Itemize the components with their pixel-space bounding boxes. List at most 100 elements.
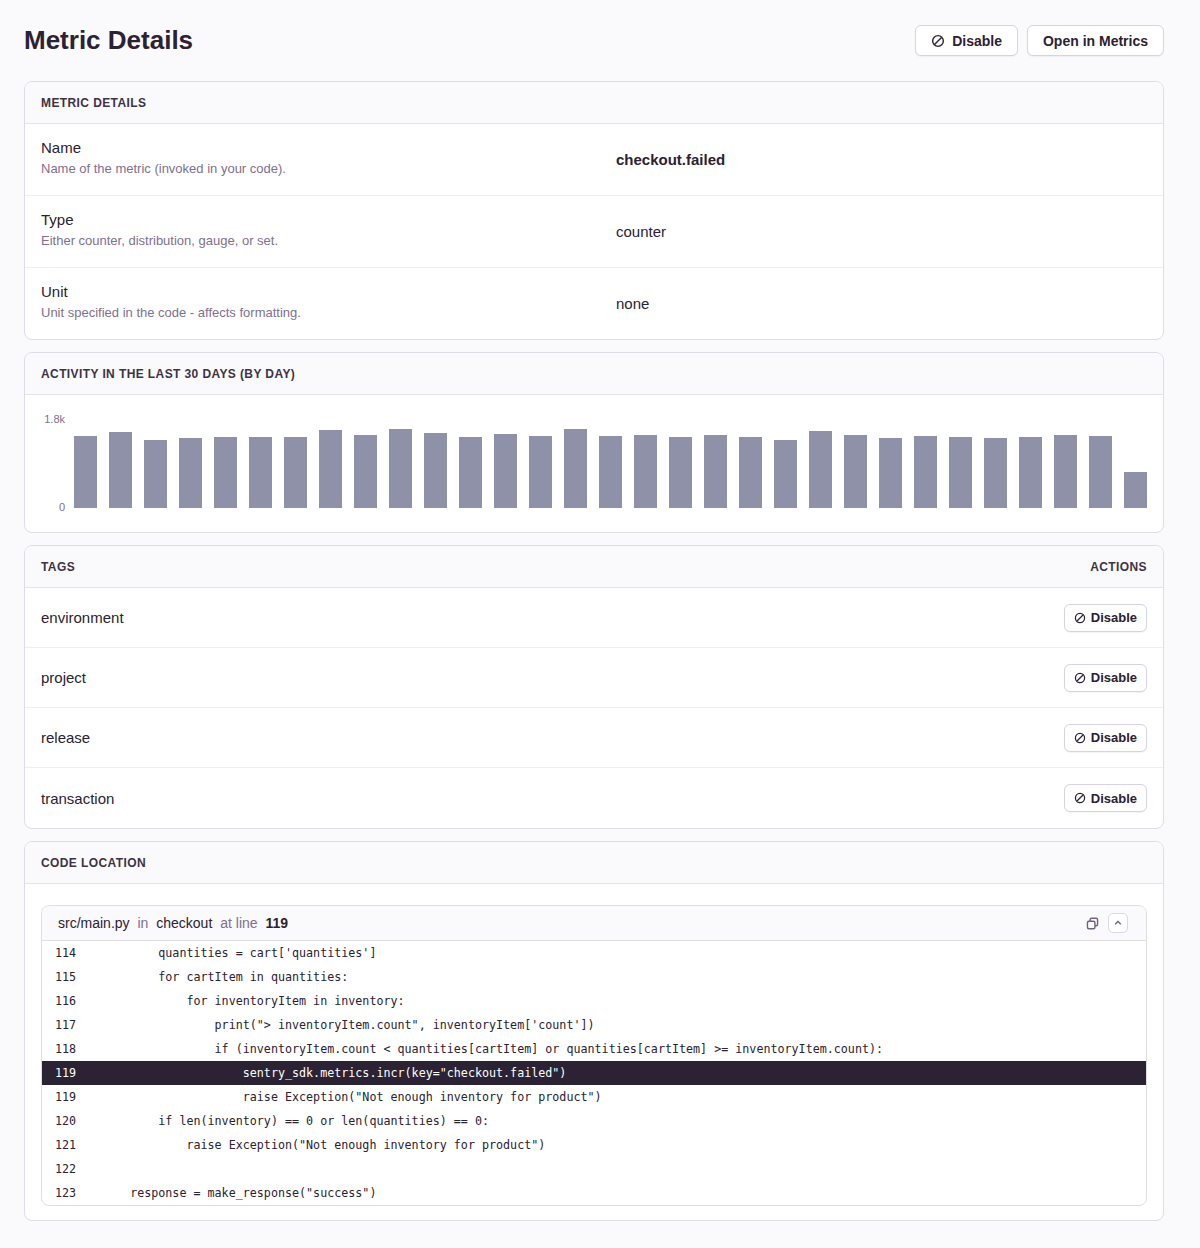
activity-panel: ACTIVITY IN THE LAST 30 DAYS (BY DAY) 1.… — [24, 352, 1164, 533]
tag-name: project — [41, 669, 86, 686]
ban-icon — [1074, 792, 1086, 804]
line-number: 117 — [42, 1013, 102, 1037]
metric-details-rows: Name Name of the metric (invoked in your … — [25, 124, 1163, 339]
code-line: 116 for inventoryItem in inventory: — [42, 989, 1146, 1013]
metric-details-page: Metric Details Disable Open in Metrics M… — [0, 0, 1200, 1221]
line-number: 114 — [42, 941, 102, 965]
code-location-panel-header: CODE LOCATION — [25, 842, 1163, 884]
open-in-metrics-label: Open in Metrics — [1043, 33, 1148, 49]
ban-icon — [1074, 732, 1086, 744]
code-file-path: src/main.py — [58, 915, 130, 931]
detail-label: Name — [41, 139, 594, 156]
collapse-button[interactable] — [1108, 913, 1128, 933]
code-actions — [1085, 913, 1128, 933]
disable-button[interactable]: Disable — [915, 25, 1018, 56]
page-title: Metric Details — [24, 25, 193, 56]
detail-label: Type — [41, 211, 594, 228]
tags-panel: TAGS ACTIONS environmentDisable project Di… — [24, 545, 1164, 829]
code-text: raise Exception("Not enough inventory fo… — [102, 1138, 545, 1152]
detail-row-name: Name Name of the metric (invoked in your … — [25, 124, 1163, 196]
metric-details-panel-title: METRIC DETAILS — [41, 96, 146, 110]
metric-details-panel-header: METRIC DETAILS — [25, 82, 1163, 124]
chart-bar — [109, 432, 132, 508]
code-text: sentry_sdk.metrics.incr(key="checkout.fa… — [102, 1066, 566, 1080]
detail-value: counter — [594, 211, 1147, 252]
line-number: 120 — [42, 1109, 102, 1133]
chart-bar — [704, 435, 727, 508]
header-actions: Disable Open in Metrics — [915, 25, 1164, 56]
detail-label-group: Name Name of the metric (invoked in your … — [41, 139, 594, 180]
line-number: 119 — [42, 1061, 102, 1085]
code-location-body: src/main.py in checkout at line 119 — [25, 884, 1163, 1220]
chart-bar — [879, 438, 902, 508]
code-location-title: src/main.py in checkout at line 119 — [58, 915, 292, 931]
activity-panel-title: ACTIVITY IN THE LAST 30 DAYS (BY DAY) — [41, 367, 295, 381]
chart-bar — [389, 429, 412, 508]
code-line: 117 print("> inventoryItem.count", inven… — [42, 1013, 1146, 1037]
tag-disable-button[interactable]: Disable — [1064, 664, 1147, 692]
line-number: 122 — [42, 1157, 102, 1181]
chart-bar — [599, 436, 622, 508]
chart-bar — [354, 435, 377, 508]
code-location-panel-title: CODE LOCATION — [41, 856, 146, 870]
detail-value: checkout.failed — [594, 139, 1147, 180]
tag-disable-button[interactable]: Disable — [1064, 724, 1147, 752]
chart-bar — [809, 431, 832, 508]
chart-bar — [1089, 436, 1112, 508]
line-number: 123 — [42, 1181, 102, 1205]
chart-bar — [739, 437, 762, 508]
code-location-panel: CODE LOCATION src/main.py in checkout at… — [24, 841, 1164, 1221]
tag-row-project: project Disable — [25, 648, 1163, 708]
code-line: 115 for cartItem in quantities: — [42, 965, 1146, 989]
tag-disable-button-label: Disable — [1091, 670, 1137, 685]
tag-row-transaction: transaction Disable — [25, 768, 1163, 828]
chevron-up-icon — [1113, 918, 1123, 928]
chart-bar — [914, 436, 937, 508]
activity-panel-header: ACTIVITY IN THE LAST 30 DAYS (BY DAY) — [25, 353, 1163, 395]
code-lines: 114 quantities = cart['quantities']115 f… — [42, 941, 1146, 1205]
line-number: 121 — [42, 1133, 102, 1157]
line-number: 115 — [42, 965, 102, 989]
chart-bar — [249, 437, 272, 508]
chart-bar — [284, 437, 307, 508]
code-line-highlighted: 119 sentry_sdk.metrics.incr(key="checkou… — [42, 1061, 1146, 1085]
tags-panel-title: TAGS — [41, 560, 75, 574]
code-text: quantities = cart['quantities'] — [102, 946, 376, 960]
tags-actions-label: ACTIONS — [1090, 560, 1147, 574]
code-line: 123 response = make_response("success") — [42, 1181, 1146, 1205]
code-line-number: 119 — [265, 915, 288, 931]
detail-description: Either counter, distribution, gauge, or … — [41, 233, 594, 248]
ban-icon — [1074, 612, 1086, 624]
tag-disable-button[interactable]: Disable — [1064, 784, 1147, 812]
tags-panel-header: TAGS ACTIONS — [25, 546, 1163, 588]
code-text: response = make_response("success") — [102, 1186, 376, 1200]
detail-label: Unit — [41, 283, 594, 300]
chart-bar — [844, 435, 867, 508]
code-text: print("> inventoryItem.count", inventory… — [102, 1018, 595, 1032]
tag-row-environment: environmentDisable — [25, 588, 1163, 648]
copy-icon — [1085, 916, 1100, 931]
line-number: 119 — [42, 1085, 102, 1109]
code-text: for cartItem in quantities: — [102, 970, 348, 984]
code-line: 114 quantities = cart['quantities'] — [42, 941, 1146, 965]
code-text: raise Exception("Not enough inventory fo… — [102, 1090, 602, 1104]
line-number: 118 — [42, 1037, 102, 1061]
copy-button[interactable] — [1085, 916, 1100, 931]
chart-bar — [634, 435, 657, 508]
ban-icon — [931, 34, 945, 48]
code-line: 118 if (inventoryItem.count < quantities… — [42, 1037, 1146, 1061]
code-in-word: in — [137, 915, 148, 931]
detail-description: Name of the metric (invoked in your code… — [41, 161, 594, 176]
chart-bar — [564, 429, 587, 508]
y-axis-max-label: 1.8k — [32, 413, 65, 425]
metric-details-panel: METRIC DETAILS Name Name of the metric (i… — [24, 81, 1164, 340]
chart-bar — [214, 437, 237, 508]
tag-disable-button-label: Disable — [1091, 791, 1137, 806]
page-header: Metric Details Disable Open in Metrics — [24, 24, 1164, 57]
open-in-metrics-button[interactable]: Open in Metrics — [1027, 25, 1164, 56]
code-line: 120 if len(inventory) == 0 or len(quanti… — [42, 1109, 1146, 1133]
tag-disable-button[interactable]: Disable — [1064, 604, 1147, 632]
code-line: 122 — [42, 1157, 1146, 1181]
ban-icon — [1074, 672, 1086, 684]
tag-name: transaction — [41, 790, 114, 807]
